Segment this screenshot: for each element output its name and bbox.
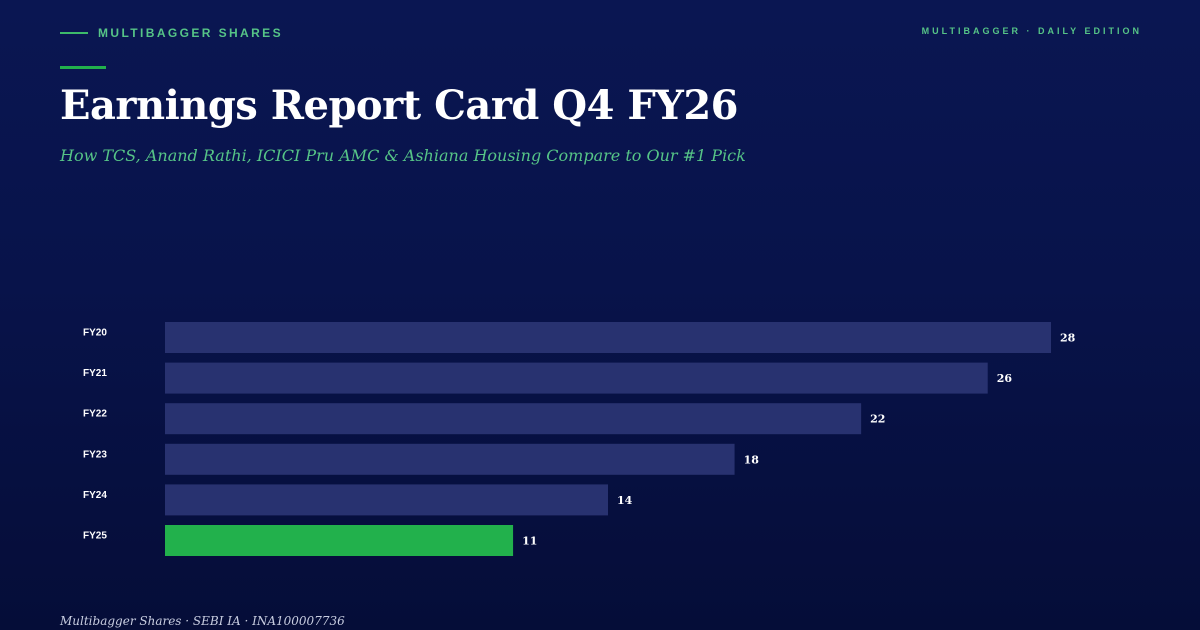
value-label-fy25: 11	[522, 535, 537, 548]
bar-fy24	[165, 484, 608, 516]
category-label-fy22: FY22	[83, 409, 107, 420]
brand-accent-line	[60, 32, 88, 34]
page-title: Earnings Report Card Q4 FY26	[60, 82, 739, 129]
brand-header: MULTIBAGGER SHARES	[60, 26, 283, 40]
category-label-fy21: FY21	[83, 368, 107, 379]
value-label-fy21: 26	[997, 372, 1013, 385]
bar-fy25	[165, 525, 514, 556]
bar-fy20	[165, 322, 1051, 353]
category-label-fy25: FY25	[83, 531, 107, 542]
value-label-fy20: 28	[1060, 332, 1076, 345]
category-label-fy23: FY23	[83, 449, 107, 460]
page-subtitle: How TCS, Anand Rathi, ICICI Pru AMC & As…	[60, 146, 746, 165]
bar-fy23	[165, 443, 735, 475]
value-label-fy22: 22	[870, 413, 885, 426]
title-accent-rule	[60, 66, 106, 69]
bar-fy21	[165, 362, 988, 394]
category-label-fy24: FY24	[83, 490, 107, 501]
edition-label: MULTIBAGGER · DAILY EDITION	[921, 26, 1142, 36]
category-label-fy20: FY20	[83, 328, 107, 339]
footer-credit: Multibagger Shares · SEBI IA · INA100007…	[60, 614, 345, 628]
value-label-fy24: 14	[617, 494, 633, 507]
value-label-fy23: 18	[744, 453, 760, 466]
brand-name: MULTIBAGGER SHARES	[98, 26, 283, 40]
bar-fy22	[165, 403, 862, 435]
